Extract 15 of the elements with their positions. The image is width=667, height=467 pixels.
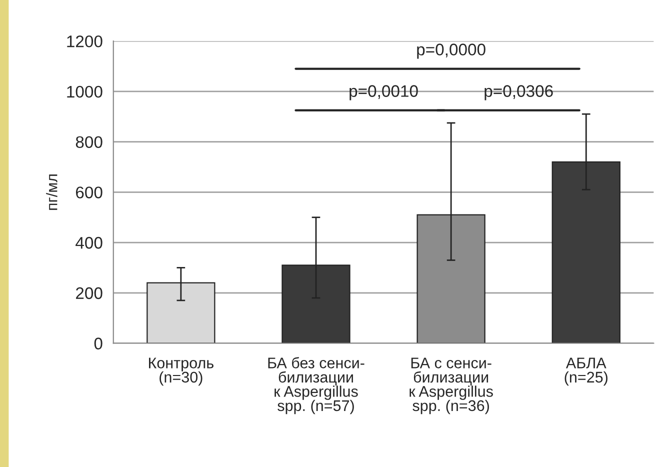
y-axis-title: пг/мл — [46, 174, 58, 210]
y-tick-label: 600 — [76, 186, 102, 198]
y-tick-label: 1200 — [67, 35, 102, 48]
x-tick-label: Контроль (n=30) — [149, 358, 214, 386]
y-tick-label: 1000 — [67, 86, 102, 98]
x-tick-label: БА с сенси- билизации к Aspergillus spp. (n=36) — [410, 358, 493, 414]
annotation: p=0,0010 — [350, 85, 418, 100]
y-tick-label: 800 — [76, 136, 102, 148]
y-tick-label: 200 — [76, 287, 102, 300]
y-tick-label: 400 — [76, 236, 102, 249]
x-tick-label: АБЛА (n=25) — [564, 358, 608, 386]
y-tick-label: 0 — [94, 338, 102, 350]
annotation: p=0,0000 — [417, 44, 486, 59]
x-tick-label: БА без сенси- билизации к Aspergillus spp. (n=57) — [268, 357, 364, 414]
annotation: p=0,0306 — [484, 85, 553, 100]
